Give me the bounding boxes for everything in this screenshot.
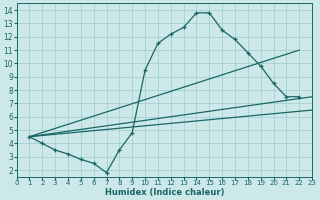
X-axis label: Humidex (Indice chaleur): Humidex (Indice chaleur): [105, 188, 224, 197]
